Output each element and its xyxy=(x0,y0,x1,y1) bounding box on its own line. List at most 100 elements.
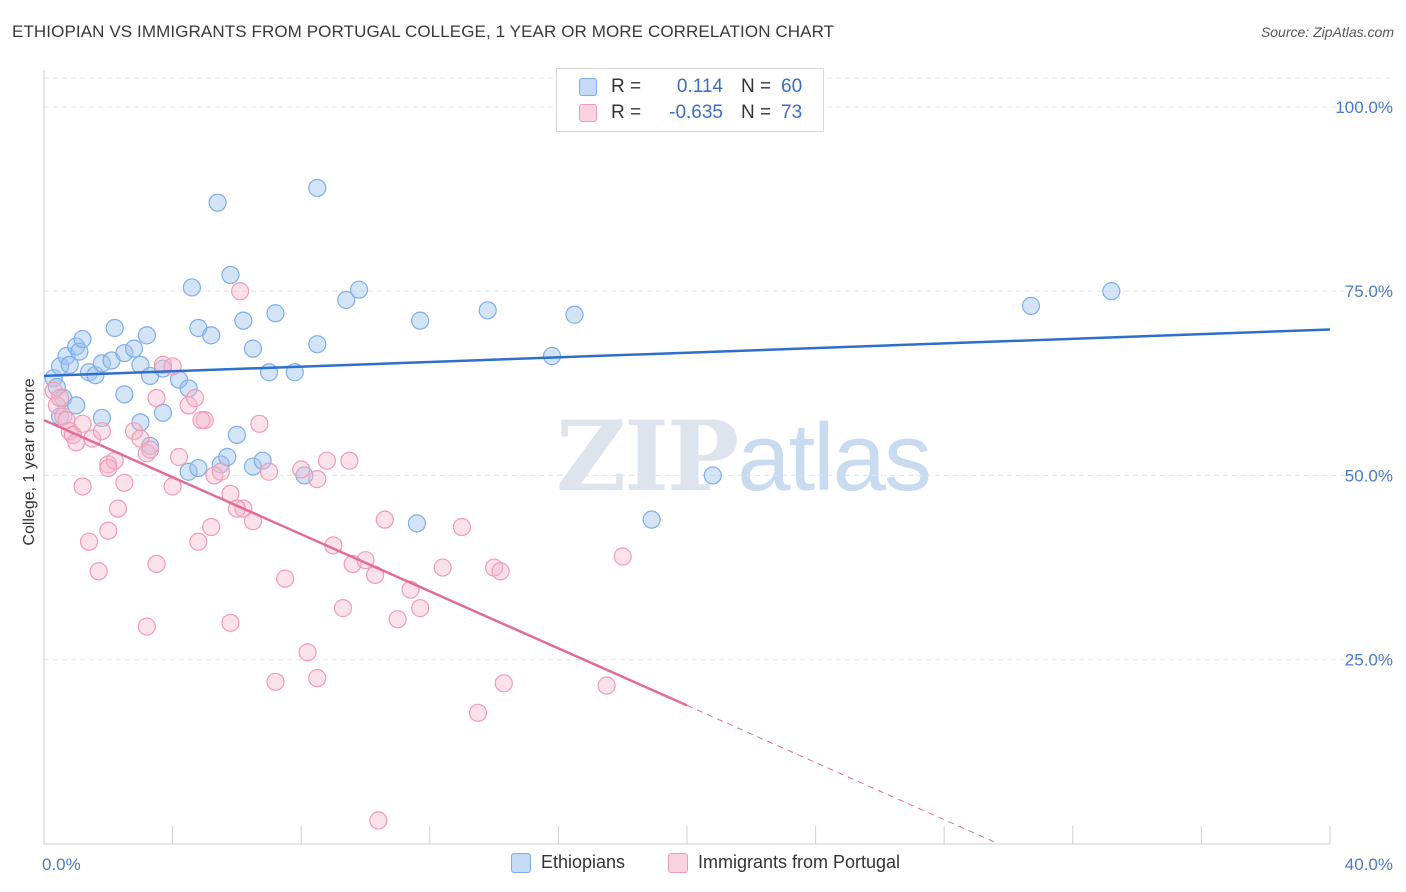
legend-label-portugal: Immigrants from Portugal xyxy=(698,852,901,872)
data-point xyxy=(407,514,427,533)
data-point xyxy=(73,329,92,349)
legend-n-label: N = xyxy=(741,76,772,97)
data-point xyxy=(140,440,160,459)
y-tick-label: 100.0% xyxy=(1335,98,1393,117)
legend-n-value: 60 xyxy=(781,76,803,97)
data-point xyxy=(703,466,722,485)
data-point xyxy=(308,335,327,354)
data-point xyxy=(250,414,269,433)
data-point xyxy=(115,385,134,404)
data-point xyxy=(221,265,240,285)
chart-source: Source: ZipAtlas.com xyxy=(1260,24,1394,40)
legend-swatch-pink xyxy=(668,852,688,873)
data-point xyxy=(411,599,430,618)
data-point xyxy=(211,462,230,481)
data-point xyxy=(50,388,70,408)
data-point xyxy=(124,339,144,358)
data-point xyxy=(115,473,134,492)
x-tick-label: 40.0% xyxy=(1345,855,1393,874)
legend-swatch-blue xyxy=(511,852,531,873)
data-point xyxy=(99,521,118,540)
data-point xyxy=(468,703,488,722)
data-point xyxy=(221,613,240,632)
watermark-atlas: atlas xyxy=(737,404,932,511)
data-point xyxy=(1102,282,1121,301)
data-point xyxy=(208,193,227,212)
data-point xyxy=(99,458,118,478)
data-point xyxy=(491,562,510,581)
data-point xyxy=(108,499,128,518)
legend-r-label: R = xyxy=(611,102,642,123)
data-point xyxy=(67,337,86,356)
data-point xyxy=(147,388,166,408)
data-point xyxy=(388,610,407,629)
data-point xyxy=(211,455,230,474)
data-point xyxy=(308,470,327,489)
data-point xyxy=(73,477,92,496)
legend-n-value: 73 xyxy=(781,102,803,123)
data-point xyxy=(115,343,134,363)
data-point xyxy=(411,311,430,330)
watermark-zip: ZIP xyxy=(556,400,739,513)
legend-r-value: -0.635 xyxy=(669,102,723,123)
legend-item-portugal[interactable]: Immigrants from Portugal xyxy=(668,852,900,873)
data-point xyxy=(369,811,388,830)
data-point xyxy=(375,510,394,529)
trend-line xyxy=(43,328,1331,378)
tick-labels: 25.0% 50.0% 75.0% 100.0% 0.0% 40.0% xyxy=(42,98,1393,874)
legend-n-label: N = xyxy=(741,102,772,123)
legend-r-value: 0.114 xyxy=(676,76,723,97)
legend-item-ethiopians[interactable]: Ethiopians xyxy=(511,852,625,873)
data-point xyxy=(234,311,253,330)
y-tick-label: 75.0% xyxy=(1345,282,1393,301)
data-point xyxy=(597,676,616,695)
data-point xyxy=(202,517,221,537)
data-point xyxy=(349,280,369,299)
legend-row-portugal: R = -0.635 N = 73 xyxy=(579,101,802,125)
data-point xyxy=(169,447,189,467)
data-point xyxy=(124,422,144,441)
x-tick-label: 0.0% xyxy=(42,855,81,874)
data-point xyxy=(73,414,92,433)
data-point xyxy=(182,278,201,297)
correlation-legend: R = 0.114 N = 60 R = -0.635 N = 73 xyxy=(556,68,824,132)
data-point xyxy=(259,363,279,382)
y-tick-label: 50.0% xyxy=(1345,466,1393,485)
data-point xyxy=(433,558,452,577)
data-point xyxy=(259,462,279,481)
data-point xyxy=(186,388,205,408)
legend-label-ethiopians: Ethiopians xyxy=(541,852,626,872)
data-point xyxy=(494,674,513,693)
data-point xyxy=(478,301,497,320)
data-point xyxy=(317,451,337,470)
data-point xyxy=(613,547,632,566)
watermark: ZIPatlas xyxy=(556,400,932,513)
data-point xyxy=(542,346,562,366)
data-point xyxy=(642,510,661,529)
data-point xyxy=(1021,296,1041,315)
data-point xyxy=(565,305,584,324)
data-point xyxy=(147,554,166,573)
data-point xyxy=(231,282,250,301)
data-point xyxy=(308,669,327,688)
data-point xyxy=(79,532,99,551)
data-point xyxy=(266,672,285,691)
data-point xyxy=(67,396,86,415)
data-point xyxy=(253,451,272,470)
data-point xyxy=(89,562,108,581)
data-point xyxy=(192,411,211,430)
axes xyxy=(43,70,1331,845)
legend-row-ethiopians: R = 0.114 N = 60 xyxy=(579,75,802,99)
trend-line-extension xyxy=(686,704,996,843)
data-point xyxy=(243,457,263,476)
y-tick-label: 25.0% xyxy=(1345,651,1393,670)
data-point xyxy=(179,396,198,415)
data-point xyxy=(243,339,263,358)
data-point xyxy=(298,643,317,662)
data-point xyxy=(44,381,63,400)
legend-swatch-blue xyxy=(579,78,597,96)
trend-line xyxy=(43,419,688,707)
data-point xyxy=(60,355,79,374)
data-point xyxy=(333,599,353,618)
legend-swatch-pink xyxy=(579,104,597,122)
